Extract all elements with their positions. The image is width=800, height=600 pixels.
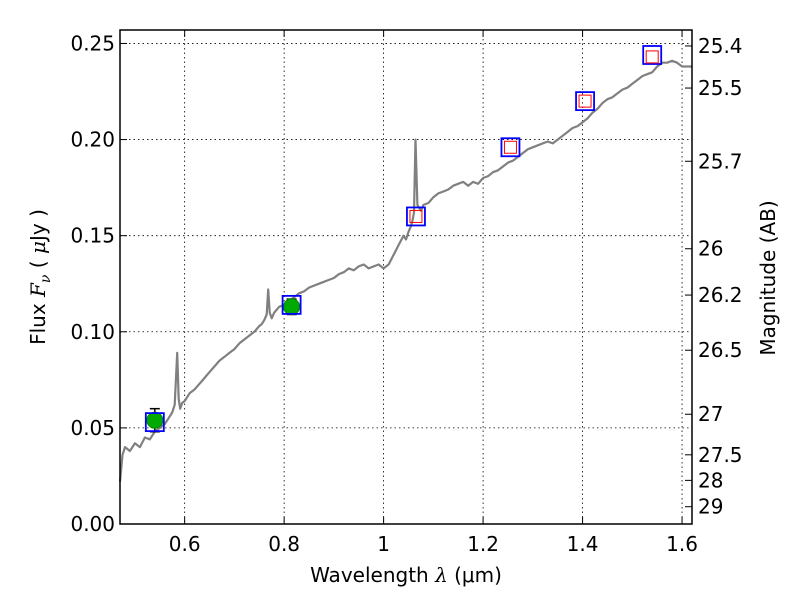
y-tick-label: 0.10 [70, 320, 115, 344]
plot-frame [119, 29, 693, 525]
x-tick-label: 0.8 [268, 532, 300, 556]
model-point [406, 206, 426, 227]
mag-tick-label: 25.4 [698, 34, 743, 58]
spectrum-line [118, 59, 692, 482]
model-point [575, 91, 595, 112]
ticks: 0.6 0.8 1 1.2 1.4 1.6 0.00 0.05 0.10 0.15 0.20 0.25… [70, 30, 743, 556]
mag-tick-label: 29 [698, 495, 723, 519]
y-tick-label: 0.05 [70, 416, 115, 440]
y-axis-label: Flux Fν ( μJy ) [26, 209, 54, 345]
mag-tick-label: 26.5 [698, 338, 743, 362]
observed-point [645, 50, 659, 64]
model-point [642, 45, 663, 65]
x-tick-label: 1.4 [567, 532, 599, 556]
x-axis-label: Wavelength λ (μm) [310, 563, 502, 587]
observed-point [578, 94, 592, 108]
green-point [283, 298, 301, 316]
green-point [146, 411, 164, 429]
photometry-markers [144, 45, 663, 433]
mag-tick-label: 25.7 [698, 149, 743, 173]
model-point [144, 412, 165, 433]
spectrum-series [118, 59, 692, 482]
mag-tick-label: 26 [698, 237, 723, 261]
x-tick-label: 0.6 [169, 532, 201, 556]
x-tick-label: 1.2 [467, 532, 499, 556]
model-point [281, 294, 302, 315]
mag-tick-label: 28 [698, 468, 723, 492]
mag-tick-label: 27.5 [698, 443, 743, 467]
x-tick-label: 1.6 [666, 532, 698, 556]
y-tick-label: 0.15 [70, 224, 115, 248]
mag-tick-label: 27 [698, 402, 723, 426]
mag-tick-label: 26.2 [698, 283, 743, 307]
grid [120, 30, 692, 525]
y-tick-label: 0.20 [70, 128, 115, 152]
observed-point [503, 140, 517, 154]
mag-tick-label: 25.5 [698, 76, 743, 100]
y-tick-label: 0.00 [70, 512, 115, 536]
x-tick-label: 1 [377, 532, 390, 556]
model-point [500, 137, 521, 158]
observed-point [409, 209, 423, 223]
y2-axis-label: Magnitude (AB) [756, 200, 780, 355]
y-tick-label: 0.25 [70, 31, 115, 55]
